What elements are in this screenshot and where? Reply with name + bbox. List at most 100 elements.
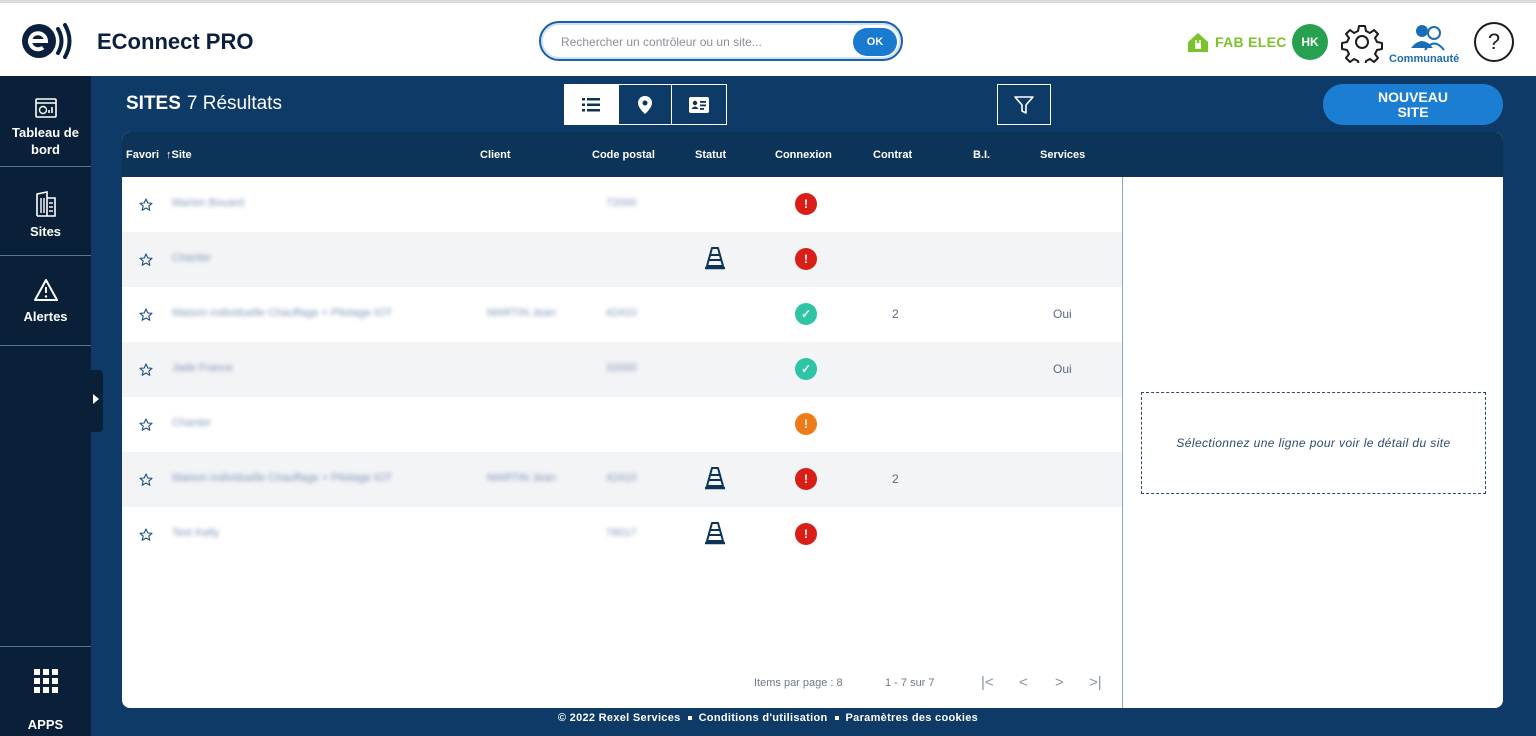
table-header: Favori ↑Site Client Code postal Statut C… (122, 132, 1503, 177)
cell-site: Maison individuelle Chauffage + Pilotage… (172, 472, 393, 484)
cell-site: Jade France (172, 362, 234, 374)
items-per-page[interactable]: Items par page : 8 (754, 677, 843, 689)
id-card-icon (689, 96, 710, 113)
column-header-client[interactable]: Client (480, 149, 511, 161)
table-row[interactable]: Maison individuelle Chauffage + Pilotage… (122, 452, 1122, 507)
community-people-icon[interactable] (1387, 21, 1469, 67)
connection-status-warn-icon: ! (795, 413, 817, 435)
sidebar-item-dashboard[interactable]: Tableau de bord (0, 76, 91, 167)
favorite-star-icon[interactable] (139, 418, 153, 432)
list-icon (582, 97, 601, 111)
cell-code-postal: 72000 (606, 197, 637, 209)
column-header-favori[interactable]: Favori (126, 149, 160, 161)
cell-site: Chanter (172, 252, 212, 264)
traffic-cone-status-icon (705, 467, 725, 490)
cell-site: Maison individuelle Chauffage + Pilotage… (172, 307, 393, 319)
prev-page-button[interactable]: < (1019, 674, 1028, 691)
apps-label: APPS (27, 717, 64, 732)
card-view-button[interactable] (672, 85, 726, 124)
favorite-star-icon[interactable] (139, 308, 153, 322)
first-page-button[interactable]: |< (981, 674, 994, 691)
page-range: 1 - 7 sur 7 (885, 677, 935, 689)
column-header-statut[interactable]: Statut (695, 149, 727, 161)
cell-contrat: 2 (892, 307, 899, 321)
cell-code-postal: 32000 (606, 362, 637, 374)
connection-status-ok-icon: ✓ (795, 358, 817, 380)
column-header-code-postal[interactable]: Code postal (592, 149, 655, 161)
traffic-cone-status-icon (705, 522, 725, 545)
search-input[interactable] (561, 32, 841, 52)
last-page-button[interactable]: >| (1089, 674, 1102, 691)
terms-link[interactable]: Conditions d'utilisation (698, 712, 828, 724)
sidebar-item-label: Sites (29, 224, 62, 239)
connection-status-ok-icon: ✓ (795, 303, 817, 325)
sidebar-expand-toggle[interactable] (89, 370, 103, 432)
table-row[interactable]: Test Kelly 78017! (122, 507, 1122, 562)
column-header-services[interactable]: Services (1040, 149, 1086, 161)
separator-dot (687, 716, 692, 721)
sidebar-item-sites[interactable]: Sites (0, 167, 91, 256)
search-ok-button[interactable]: OK (853, 28, 897, 56)
favorite-star-icon[interactable] (139, 473, 153, 487)
cell-code-postal: 78017 (606, 527, 637, 539)
cell-services: Oui (1053, 362, 1072, 376)
cell-site: Chanter (172, 417, 212, 429)
page-title: SITES 7 Résultats (126, 93, 282, 115)
filter-button[interactable] (997, 84, 1051, 125)
filter-funnel-icon (1014, 95, 1034, 114)
table-row[interactable]: Chanter! (122, 232, 1122, 287)
connection-status-error-icon: ! (795, 523, 817, 545)
results-count: 7 Résultats (186, 93, 282, 114)
map-view-button[interactable] (619, 85, 673, 124)
cell-site: Marion Bouard (172, 197, 245, 209)
table-row[interactable]: Marion Bouard 72000! (122, 177, 1122, 232)
favorite-star-icon[interactable] (139, 363, 153, 377)
brand-badge[interactable]: FAB ELEC (1185, 27, 1287, 57)
table-body: Marion Bouard 72000! Chanter! Maison indivi… (122, 177, 1122, 562)
column-header-connexion[interactable]: Connexion (775, 149, 832, 161)
alert-triangle-icon (33, 279, 58, 301)
top-bar: EConnect PRO OK FAB ELEC HK Communauté ? (0, 0, 1536, 76)
next-page-button[interactable]: > (1055, 674, 1064, 691)
brand-name: FAB ELEC (1215, 34, 1287, 50)
traffic-cone-status-icon (705, 247, 725, 270)
new-site-button[interactable]: NOUVEAU SITE (1323, 84, 1503, 125)
cell-services: Oui (1053, 307, 1072, 321)
help-button[interactable]: ? (1474, 22, 1514, 62)
apps-grid-icon (34, 669, 58, 693)
column-header-site[interactable]: ↑Site (166, 149, 192, 161)
new-site-label-2: SITE (1397, 104, 1429, 120)
sidebar-apps[interactable]: APPS (0, 646, 91, 736)
dashboard-icon (34, 98, 57, 118)
connection-status-error-icon: ! (795, 193, 817, 215)
app-title: EConnect PRO (97, 29, 254, 54)
favorite-star-icon[interactable] (139, 528, 153, 542)
house-plug-icon (1188, 33, 1208, 52)
sites-table-card: Favori ↑Site Client Code postal Statut C… (122, 132, 1503, 708)
column-header-bi[interactable]: B.I. (973, 149, 991, 161)
list-view-button[interactable] (565, 85, 619, 124)
cookie-settings-link[interactable]: Paramètres des cookies (845, 712, 979, 724)
cell-site: Test Kelly (172, 527, 220, 539)
cell-code-postal: 42410 (606, 472, 637, 484)
table-row[interactable]: Maison individuelle Chauffage + Pilotage… (122, 287, 1122, 342)
table-row[interactable]: Jade France 32000 ✓ Oui (122, 342, 1122, 397)
cell-code-postal: 42410 (606, 307, 637, 319)
user-avatar[interactable]: HK (1292, 24, 1328, 60)
settings-gear-icon[interactable] (1341, 21, 1383, 63)
sidebar-item-label: Alertes (23, 309, 68, 324)
favorite-star-icon[interactable] (139, 253, 153, 267)
view-switcher (564, 84, 727, 125)
column-header-contrat[interactable]: Contrat (873, 149, 913, 161)
building-icon (35, 191, 56, 217)
cell-client: MARTIN Jean (487, 472, 556, 484)
econnect-logo-icon[interactable] (20, 20, 72, 62)
community-label[interactable]: Communauté (1389, 53, 1460, 65)
map-pin-icon (638, 95, 652, 114)
favorite-star-icon[interactable] (139, 198, 153, 212)
site-detail-placeholder: Sélectionnez une ligne pour voir le déta… (1141, 392, 1486, 494)
table-row[interactable]: Chanter! (122, 397, 1122, 452)
footer: © 2022 Rexel Services Conditions d'utilis… (0, 712, 1536, 724)
sidebar-item-label: Tableau de bord (12, 125, 79, 157)
sidebar-item-alertes[interactable]: Alertes (0, 256, 91, 346)
